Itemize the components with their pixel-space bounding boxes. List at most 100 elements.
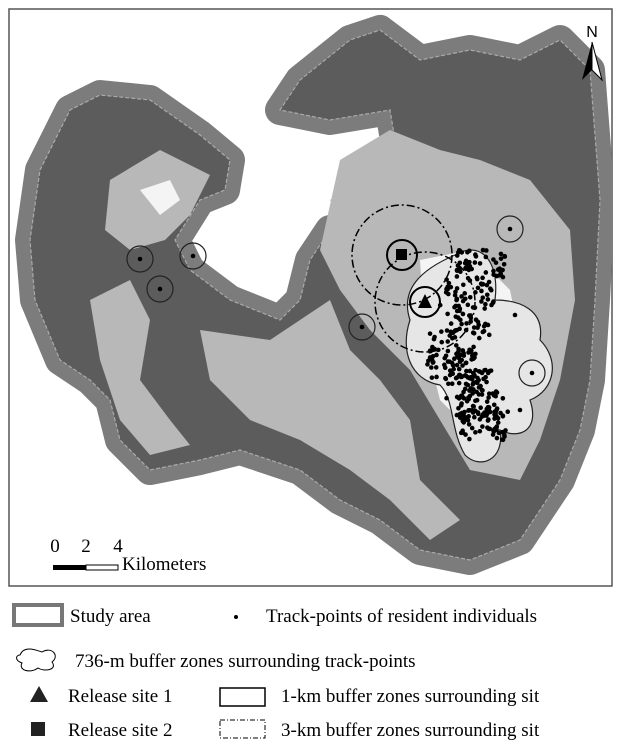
track-point: [459, 294, 464, 299]
track-point: [494, 427, 499, 433]
track-point: [484, 292, 490, 298]
track-point: [444, 277, 449, 282]
track-point: [483, 367, 488, 373]
track-point: [507, 226, 513, 232]
track-point: [483, 321, 488, 327]
track-point: [493, 260, 499, 265]
track-point: [500, 429, 506, 435]
track-point: [494, 435, 500, 441]
track-point: [447, 359, 452, 364]
track-point: [494, 407, 499, 413]
track-point: [453, 289, 458, 295]
scale-unit: Kilometers: [122, 554, 206, 575]
track-point: [447, 372, 453, 378]
track-point: [512, 312, 518, 318]
legend-label: Study area: [70, 606, 151, 627]
track-point: [529, 370, 535, 376]
track-point: [446, 291, 451, 297]
legend-symbol: [12, 603, 64, 627]
track-point: [479, 282, 485, 287]
track-point: [460, 298, 466, 304]
track-point: [491, 268, 496, 274]
release-site-1: [418, 294, 432, 308]
track-points: [137, 226, 535, 443]
track-point: [474, 275, 480, 281]
track-point: [484, 399, 490, 404]
track-point: [480, 247, 486, 253]
track-point: [443, 353, 449, 359]
track-point: [444, 328, 450, 333]
track-point: [486, 332, 492, 338]
track-point: [494, 413, 499, 419]
track-point: [473, 367, 478, 373]
track-point: [449, 381, 455, 387]
track-point: [458, 317, 463, 323]
track-point: [500, 396, 506, 401]
track-point: [467, 407, 473, 413]
track-point: [473, 430, 478, 435]
track-point: [457, 359, 463, 364]
track-point: [431, 336, 437, 342]
track-point: [456, 346, 461, 352]
track-point: [483, 270, 489, 275]
track-point: [448, 321, 454, 326]
track-point: [476, 385, 482, 390]
track-point: [462, 373, 468, 378]
track-point: [428, 365, 434, 370]
track-point: [491, 402, 497, 408]
scale-label: 0: [50, 536, 60, 557]
track-point: [190, 253, 196, 259]
track-point: [456, 406, 461, 411]
track-point: [466, 396, 472, 402]
track-point: [456, 380, 462, 386]
track-point: [465, 382, 471, 388]
track-point: [445, 348, 451, 354]
track-point: [486, 391, 492, 396]
track-point: [472, 355, 477, 360]
track-point: [446, 280, 452, 286]
track-point: [427, 331, 433, 336]
site-buffers: [351, 204, 476, 353]
track-point: [472, 373, 477, 378]
track-point: [479, 299, 484, 304]
track-point: [479, 387, 485, 393]
track-point: [460, 311, 466, 317]
track-point: [459, 401, 464, 406]
track-point: [480, 295, 486, 300]
legend-label: Release site 2: [68, 720, 172, 741]
track-point: [453, 343, 459, 348]
north-arrow: [582, 42, 592, 80]
track-point: [439, 329, 444, 334]
track-point: [454, 274, 460, 279]
track-point: [486, 395, 491, 400]
track-point: [464, 321, 469, 326]
track-point: [467, 436, 472, 442]
track-point: [439, 339, 445, 345]
track-point: [484, 379, 489, 385]
track-point: [454, 362, 460, 368]
track-point: [468, 386, 473, 392]
track-point: [478, 405, 483, 411]
track-point: [482, 306, 488, 311]
track-point: [459, 321, 464, 327]
track-point: [500, 414, 506, 419]
north-label: N: [586, 24, 598, 41]
track-point: [501, 261, 507, 267]
scale-label: 4: [113, 536, 123, 557]
track-point: [495, 420, 501, 425]
track-point: [445, 284, 451, 290]
track-point: [479, 414, 485, 419]
track-point: [486, 409, 491, 415]
track-point: [457, 248, 463, 254]
track-point: [473, 254, 479, 259]
track-point: [486, 406, 492, 412]
track-point: [491, 393, 497, 398]
track-point: [517, 407, 523, 413]
track-point: [472, 260, 478, 265]
track-point: [498, 256, 504, 261]
track-point: [476, 377, 481, 383]
track-point: [490, 432, 496, 437]
track-point: [462, 409, 467, 415]
track-point: [476, 322, 482, 328]
